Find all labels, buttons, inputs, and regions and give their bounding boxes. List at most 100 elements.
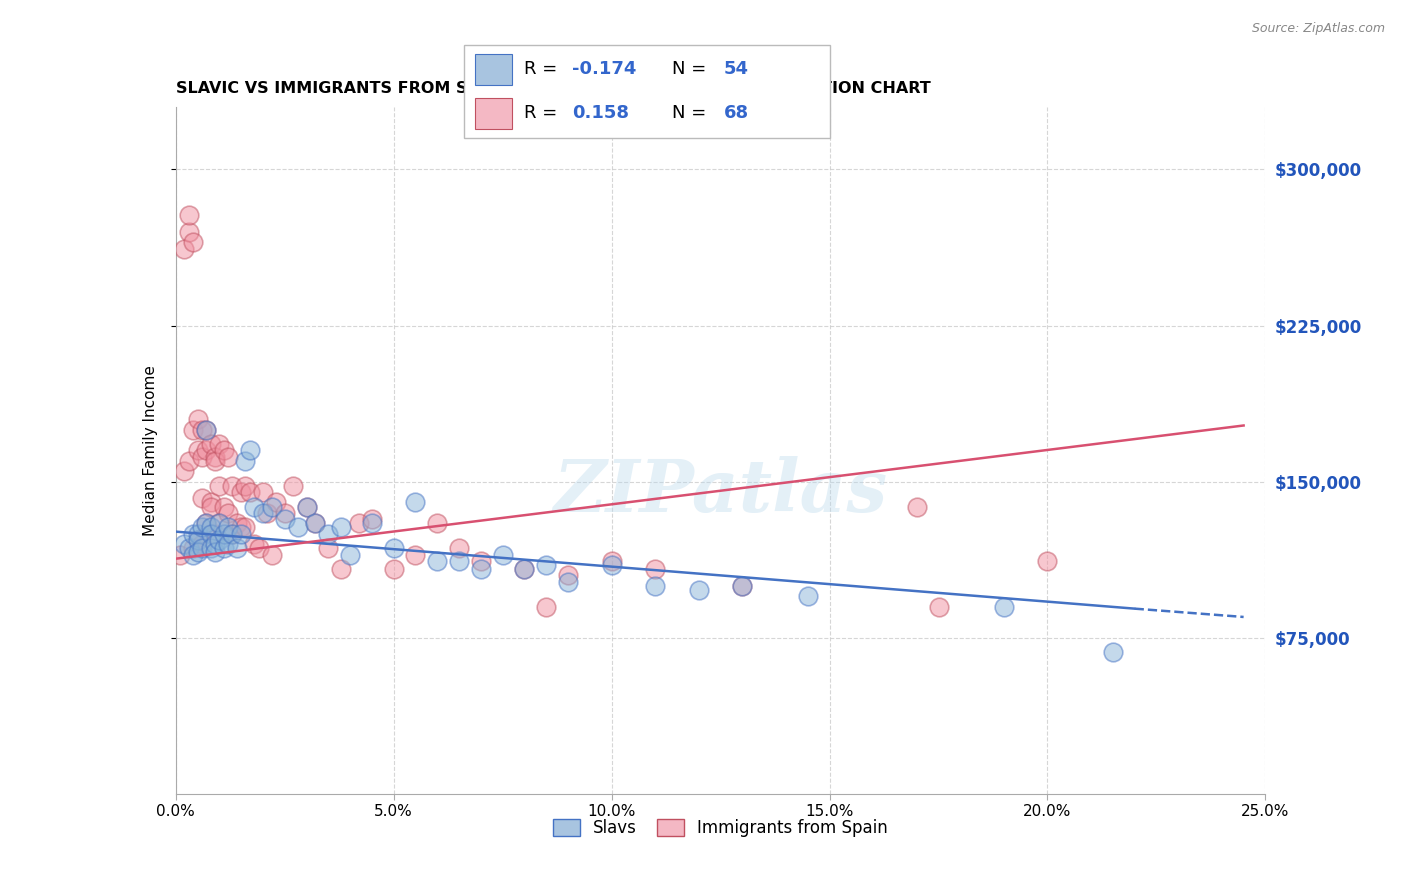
- Text: N =: N =: [672, 60, 707, 78]
- Point: [382, 562, 405, 576]
- Point: [208, 533, 231, 547]
- Point: [247, 541, 270, 556]
- Point: [200, 541, 222, 556]
- Point: [177, 454, 200, 468]
- Point: [492, 548, 515, 562]
- Point: [235, 479, 257, 493]
- Point: [221, 526, 243, 541]
- Point: [208, 516, 231, 531]
- Point: [330, 520, 353, 534]
- Point: [169, 548, 191, 562]
- Point: [644, 562, 666, 576]
- Point: [225, 541, 247, 556]
- Point: [208, 437, 231, 451]
- Point: [928, 599, 950, 614]
- Bar: [475, 98, 512, 129]
- Point: [204, 526, 226, 541]
- Point: [231, 526, 253, 541]
- Point: [304, 516, 326, 531]
- Text: ZIPatlas: ZIPatlas: [554, 456, 887, 527]
- Point: [283, 479, 305, 493]
- Point: [200, 437, 222, 451]
- Point: [186, 443, 209, 458]
- Point: [186, 412, 209, 426]
- Point: [339, 548, 361, 562]
- Point: [212, 541, 235, 556]
- Point: [195, 423, 218, 437]
- Point: [208, 516, 231, 531]
- Point: [200, 526, 222, 541]
- Text: N =: N =: [672, 104, 707, 122]
- Point: [235, 520, 257, 534]
- Text: Source: ZipAtlas.com: Source: ZipAtlas.com: [1251, 22, 1385, 36]
- Point: [1102, 645, 1125, 659]
- Point: [905, 500, 928, 514]
- Point: [426, 554, 449, 568]
- Point: [993, 599, 1015, 614]
- Point: [204, 450, 226, 464]
- Point: [200, 495, 222, 509]
- Point: [470, 554, 492, 568]
- Point: [318, 541, 340, 556]
- Text: -0.174: -0.174: [572, 60, 636, 78]
- Point: [513, 562, 536, 576]
- Point: [186, 533, 209, 547]
- Point: [557, 574, 579, 589]
- Point: [1036, 554, 1059, 568]
- Legend: Slavs, Immigrants from Spain: Slavs, Immigrants from Spain: [543, 809, 898, 847]
- Point: [731, 579, 754, 593]
- Point: [208, 479, 231, 493]
- Point: [688, 582, 710, 597]
- Point: [534, 558, 557, 572]
- Text: SLAVIC VS IMMIGRANTS FROM SPAIN MEDIAN FAMILY INCOME CORRELATION CHART: SLAVIC VS IMMIGRANTS FROM SPAIN MEDIAN F…: [176, 81, 931, 96]
- Point: [447, 554, 470, 568]
- Y-axis label: Median Family Income: Median Family Income: [142, 365, 157, 536]
- Point: [239, 485, 262, 500]
- Point: [204, 537, 226, 551]
- Point: [557, 568, 579, 582]
- Point: [177, 225, 200, 239]
- Point: [217, 506, 239, 520]
- Point: [264, 495, 287, 509]
- Point: [274, 512, 297, 526]
- Point: [212, 500, 235, 514]
- Point: [204, 454, 226, 468]
- Point: [231, 485, 253, 500]
- Point: [181, 548, 204, 562]
- Point: [405, 495, 427, 509]
- Point: [239, 443, 262, 458]
- Point: [252, 506, 274, 520]
- Point: [644, 579, 666, 593]
- Point: [274, 506, 297, 520]
- Text: R =: R =: [524, 60, 558, 78]
- Point: [181, 235, 204, 250]
- Point: [191, 450, 214, 464]
- Point: [186, 526, 209, 541]
- Point: [200, 520, 222, 534]
- Point: [200, 500, 222, 514]
- Point: [195, 423, 218, 437]
- Point: [177, 208, 200, 222]
- Point: [447, 541, 470, 556]
- Point: [195, 516, 218, 531]
- Point: [295, 500, 318, 514]
- FancyBboxPatch shape: [464, 45, 830, 138]
- Text: 0.158: 0.158: [572, 104, 628, 122]
- Point: [195, 443, 218, 458]
- Point: [191, 491, 214, 506]
- Point: [191, 537, 214, 551]
- Point: [382, 541, 405, 556]
- Point: [360, 516, 382, 531]
- Point: [225, 516, 247, 531]
- Point: [287, 520, 309, 534]
- Point: [470, 562, 492, 576]
- Point: [731, 579, 754, 593]
- Text: R =: R =: [524, 104, 558, 122]
- Text: 54: 54: [724, 60, 748, 78]
- Point: [204, 545, 226, 559]
- Point: [426, 516, 449, 531]
- Point: [235, 454, 257, 468]
- Point: [181, 526, 204, 541]
- Point: [260, 548, 283, 562]
- Point: [221, 526, 243, 541]
